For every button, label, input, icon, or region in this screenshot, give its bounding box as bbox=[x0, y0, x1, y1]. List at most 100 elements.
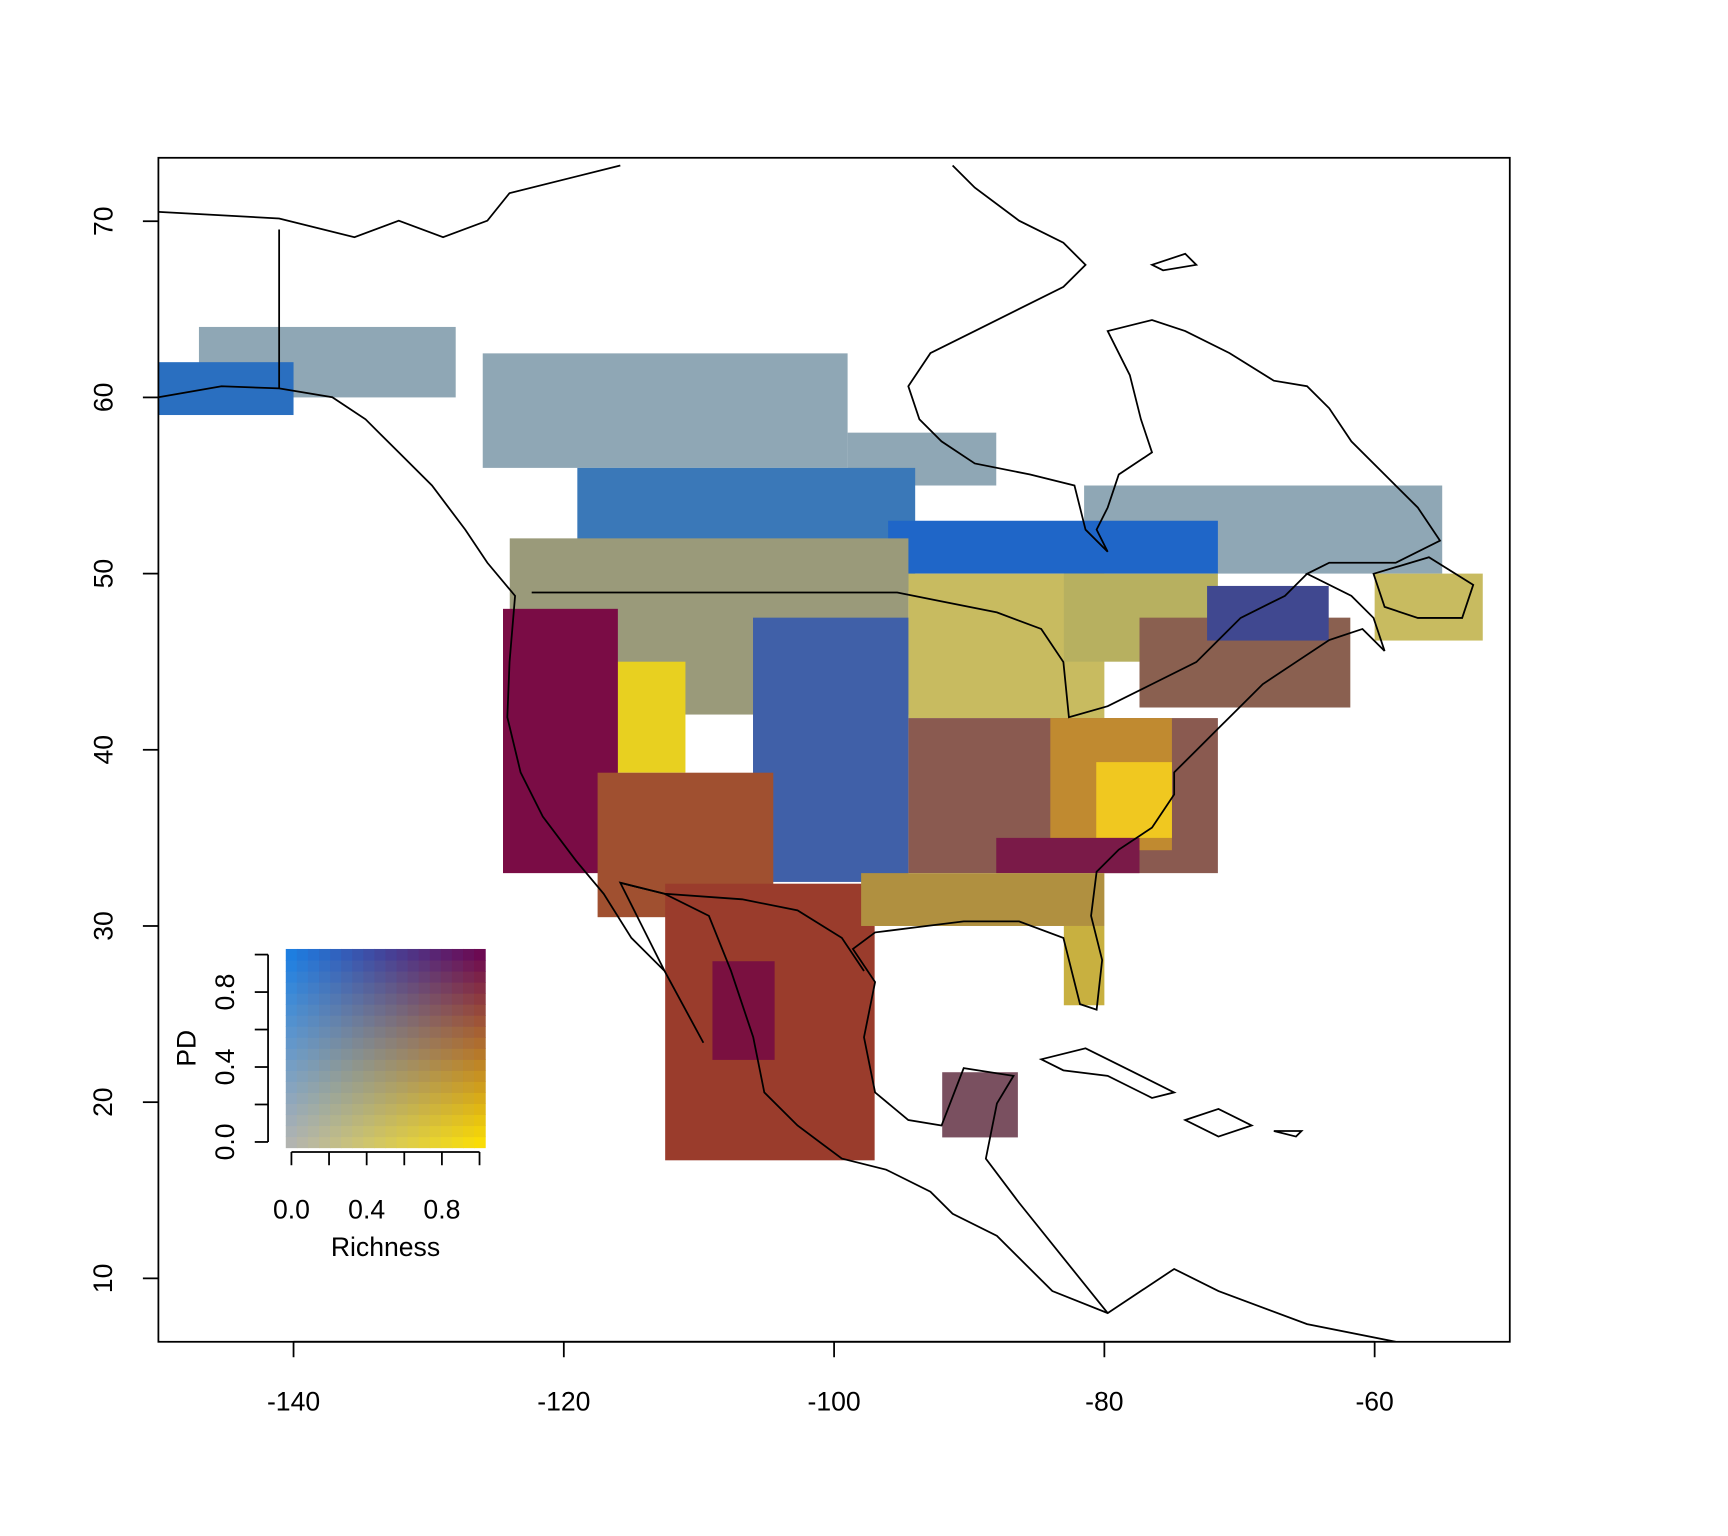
legend-swatch bbox=[319, 1059, 331, 1071]
y-tick-label: 60 bbox=[88, 383, 118, 412]
legend-swatch bbox=[319, 993, 331, 1005]
legend-swatch bbox=[474, 1026, 486, 1038]
legend-swatch bbox=[385, 1059, 398, 1071]
legend-swatch bbox=[307, 1114, 320, 1127]
legend-swatch bbox=[319, 971, 331, 983]
legend-swatch bbox=[385, 1081, 398, 1093]
x-tick-label: -140 bbox=[267, 1387, 320, 1417]
legend-swatch bbox=[440, 1092, 453, 1104]
legend-swatch bbox=[418, 971, 431, 983]
legend-swatch bbox=[352, 1070, 364, 1082]
legend: 0.0 0.4 0.8 0.0 0.4 0.8 Richness PD bbox=[171, 948, 486, 1262]
legend-swatch bbox=[418, 1037, 431, 1049]
legend-swatch bbox=[363, 982, 375, 994]
legend-swatch bbox=[474, 1081, 486, 1093]
legend-swatch bbox=[374, 1026, 387, 1038]
legend-swatch bbox=[341, 1059, 353, 1071]
legend-swatch bbox=[352, 1114, 364, 1127]
raster-cell bbox=[996, 837, 1140, 874]
legend-swatch bbox=[396, 971, 409, 983]
legend-swatch bbox=[341, 1070, 353, 1082]
legend-swatch bbox=[396, 1004, 409, 1016]
raster-cell bbox=[861, 873, 1105, 926]
legend-swatch bbox=[352, 1092, 364, 1104]
legend-swatch bbox=[296, 960, 309, 972]
legend-swatch bbox=[463, 1136, 475, 1149]
legend-swatch bbox=[374, 993, 387, 1005]
legend-swatch bbox=[374, 1015, 387, 1027]
legend-swatch bbox=[429, 1026, 442, 1038]
gulf-coast bbox=[851, 627, 1386, 1314]
legend-swatch bbox=[451, 982, 464, 994]
legend-swatch bbox=[374, 982, 387, 994]
legend-swatch bbox=[330, 1037, 342, 1049]
legend-swatch bbox=[363, 1092, 375, 1104]
legend-swatch bbox=[330, 1059, 342, 1071]
legend-swatch bbox=[407, 1004, 420, 1016]
legend-swatch bbox=[319, 1026, 331, 1038]
raster-cell bbox=[1374, 573, 1483, 641]
legend-swatch bbox=[285, 948, 298, 961]
legend-swatch bbox=[352, 960, 364, 972]
legend-swatch bbox=[307, 1026, 320, 1038]
legend-swatch bbox=[341, 960, 353, 972]
legend-swatch bbox=[463, 948, 475, 961]
legend-swatch bbox=[440, 1037, 453, 1049]
legend-swatch bbox=[463, 1125, 475, 1138]
legend-swatch bbox=[451, 960, 464, 972]
legend-swatch bbox=[307, 971, 320, 983]
legend-swatch bbox=[341, 1114, 353, 1127]
legend-swatch bbox=[407, 1081, 420, 1093]
legend-swatch bbox=[396, 1026, 409, 1038]
legend-swatch bbox=[341, 1026, 353, 1038]
legend-swatch bbox=[374, 1103, 387, 1116]
legend-swatch bbox=[363, 1070, 375, 1082]
legend-swatch bbox=[451, 1092, 464, 1104]
x-tick-label: -100 bbox=[808, 1387, 861, 1417]
legend-swatch bbox=[451, 1081, 464, 1093]
legend-swatch bbox=[451, 971, 464, 983]
legend-swatch bbox=[307, 1015, 320, 1027]
y-tick-label: 50 bbox=[88, 559, 118, 588]
legend-swatch bbox=[341, 1048, 353, 1060]
legend-swatch bbox=[296, 982, 309, 994]
legend-swatch bbox=[385, 1004, 398, 1016]
legend-swatch bbox=[285, 1136, 298, 1149]
legend-swatch bbox=[307, 982, 320, 994]
legend-swatch bbox=[418, 1026, 431, 1038]
legend-swatch bbox=[451, 993, 464, 1005]
legend-swatch bbox=[296, 1081, 309, 1093]
legend-swatch bbox=[385, 1103, 398, 1116]
legend-swatch bbox=[463, 1103, 475, 1116]
legend-swatch bbox=[363, 1004, 375, 1016]
legend-swatch bbox=[285, 1114, 298, 1127]
axes: -140 -120 -100 -80 -60 10 20 30 40 50 60 70 bbox=[88, 207, 1394, 1417]
legend-swatch bbox=[307, 1092, 320, 1104]
legend-swatch bbox=[440, 1004, 453, 1016]
legend-swatch bbox=[407, 1037, 420, 1049]
legend-swatch bbox=[285, 1125, 298, 1138]
legend-swatch bbox=[330, 1026, 342, 1038]
legend-swatch bbox=[341, 1125, 353, 1138]
legend-swatch bbox=[285, 971, 298, 983]
legend-swatch bbox=[396, 1103, 409, 1116]
legend-swatch bbox=[341, 993, 353, 1005]
legend-swatch bbox=[407, 993, 420, 1005]
legend-swatch bbox=[307, 1037, 320, 1049]
legend-swatch bbox=[319, 1125, 331, 1138]
legend-swatch bbox=[474, 1114, 486, 1127]
legend-swatch bbox=[285, 1048, 298, 1060]
legend-swatch bbox=[451, 1004, 464, 1016]
legend-swatch bbox=[396, 960, 409, 972]
legend-swatch bbox=[296, 1037, 309, 1049]
legend-swatch bbox=[307, 1070, 320, 1082]
legend-swatch bbox=[418, 1048, 431, 1060]
legend-swatch bbox=[451, 1125, 464, 1138]
raster bbox=[158, 326, 1483, 1161]
raster-cell bbox=[753, 617, 909, 882]
legend-y-tick-label: 0.0 bbox=[210, 1124, 240, 1161]
legend-swatch bbox=[440, 948, 453, 961]
legend-swatch bbox=[463, 1037, 475, 1049]
legend-swatch bbox=[385, 993, 398, 1005]
y-tick-label: 70 bbox=[88, 207, 118, 236]
